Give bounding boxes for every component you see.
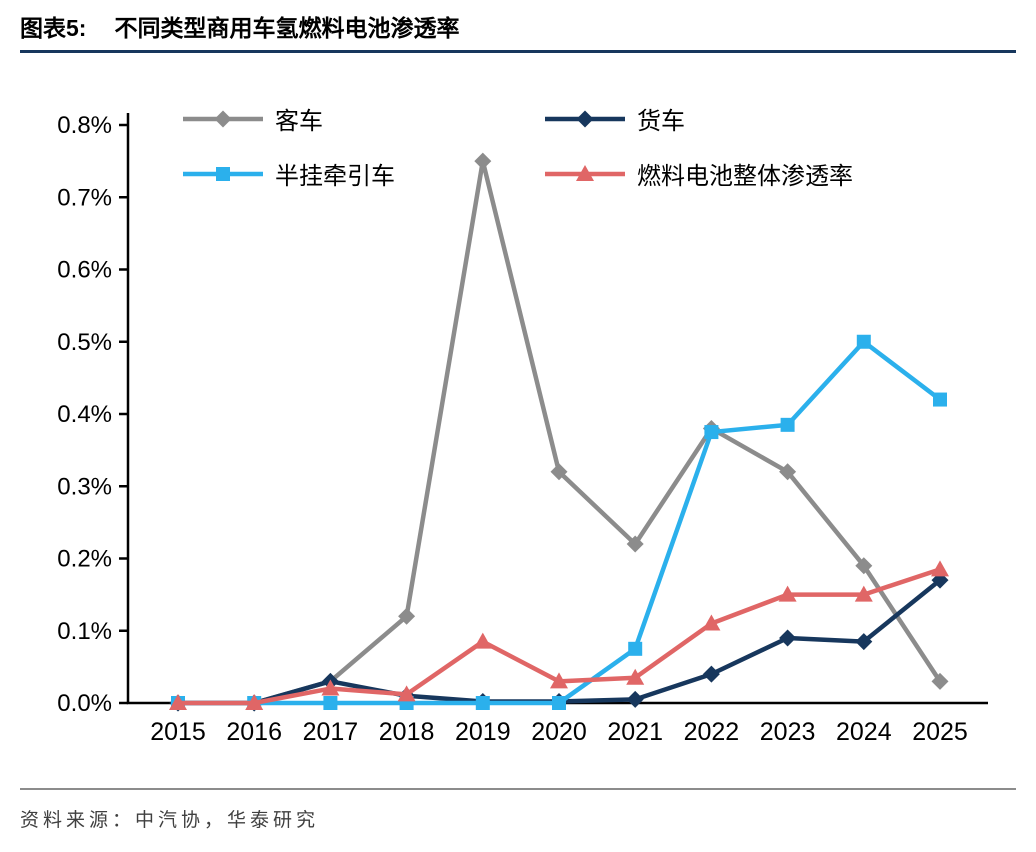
- square-marker-semi-trailer: [552, 696, 566, 710]
- square-marker-semi-trailer: [856, 334, 871, 349]
- chart-container: 0.0% 0.1% 0.2% 0.3% 0.4% 0.5% 0.6% 0.7% 0.8% 2015…: [0, 55, 1036, 767]
- x-tick-label: 2021: [607, 718, 663, 746]
- triangle-legend-marker-icon: [545, 164, 625, 181]
- x-tick-label: 2019: [455, 718, 511, 746]
- x-tick-label: 2020: [531, 718, 587, 746]
- legend-item-overall: 燃料电池整体渗透率: [545, 156, 853, 191]
- y-axis-labels: 0.0% 0.1% 0.2% 0.3% 0.4% 0.5% 0.6% 0.7% 0.8%: [57, 112, 112, 717]
- diamond-marker-truck: [702, 665, 720, 683]
- title-row: 图表5: 不同类型商用车氢燃料电池渗透率: [20, 13, 1016, 43]
- chart-header: 图表5: 不同类型商用车氢燃料电池渗透率: [0, 0, 1036, 53]
- x-tick-label: 2016: [226, 718, 282, 746]
- figure-number-label: 图表5:: [20, 15, 87, 41]
- diamond-legend-marker-icon: [183, 110, 263, 127]
- x-axis-labels: 2015 2016 2017 2018 2019 2020 2021 2022 2023 2024…: [150, 718, 968, 746]
- square-marker-semi-trailer: [475, 696, 490, 710]
- triangle-marker-overall: [397, 685, 416, 702]
- y-tick-label: 0.6%: [57, 257, 112, 284]
- x-tick-label: 2023: [760, 718, 816, 746]
- triangle-marker-overall: [473, 632, 492, 649]
- chart-canvas: 0.0% 0.1% 0.2% 0.3% 0.4% 0.5% 0.6% 0.7% 0.8% 2015…: [57, 112, 988, 746]
- chart-title: 不同类型商用车氢燃料电池渗透率: [114, 15, 460, 41]
- diamond-legend-marker-icon: [545, 110, 625, 127]
- diamond-marker-bus: [779, 463, 797, 481]
- y-tick-label: 0.3%: [57, 473, 112, 500]
- diamond-marker-bus: [626, 535, 644, 553]
- axes: [119, 113, 988, 705]
- x-tick-label: 2015: [150, 718, 206, 746]
- legend-item-bus: 客车: [183, 101, 545, 136]
- square-marker-semi-trailer: [704, 425, 719, 440]
- diamond-marker-bus: [550, 463, 568, 481]
- x-tick-label: 2025: [912, 718, 968, 746]
- y-tick-label: 0.8%: [57, 112, 112, 139]
- triangle-marker-overall: [626, 668, 645, 685]
- title-underline: [20, 50, 1016, 53]
- triangle-marker-overall: [550, 672, 568, 689]
- triangle-marker-overall: [702, 614, 721, 631]
- square-marker-semi-trailer: [933, 392, 947, 407]
- triangle-marker-overall: [321, 679, 340, 696]
- diamond-marker-bus: [474, 152, 492, 170]
- y-tick-label: 0.0%: [57, 690, 112, 717]
- y-tick-label: 0.5%: [57, 329, 112, 356]
- series-bus: [169, 152, 949, 712]
- diamond-marker-bus: [855, 557, 873, 575]
- square-marker-semi-trailer: [628, 641, 643, 656]
- diamond-marker-bus: [931, 672, 949, 690]
- legend-item-truck: 货车: [545, 101, 853, 136]
- series-line-bus: [178, 158, 942, 706]
- square-legend-marker-icon: [183, 166, 263, 181]
- diamond-marker-truck: [626, 690, 644, 708]
- legend-item-semi-trailer: 半挂牵引车: [183, 156, 545, 191]
- y-tick-label: 0.1%: [57, 618, 112, 645]
- y-tick-label: 0.7%: [57, 184, 112, 211]
- x-tick-label: 2018: [379, 718, 435, 746]
- y-tick-label: 0.4%: [57, 401, 112, 428]
- x-tick-label: 2017: [303, 718, 359, 746]
- series-line-semi-trailer: [178, 339, 942, 706]
- chart-legend: 客车 货车半挂牵引车 燃料电池整体渗透率: [183, 101, 853, 191]
- triangle-marker-overall: [778, 585, 797, 602]
- legend-label-bus: 客车: [275, 108, 323, 135]
- square-marker-semi-trailer: [780, 417, 795, 432]
- square-marker-semi-trailer: [323, 696, 338, 710]
- legend-label-truck: 货车: [637, 108, 685, 135]
- diamond-marker-truck: [855, 633, 873, 651]
- diamond-marker-bus: [398, 607, 416, 625]
- series-semi-trailer: [171, 334, 947, 710]
- source-text: 资料来源：中汽协，华泰研究: [20, 810, 320, 831]
- triangle-marker-overall: [169, 694, 187, 710]
- footer-divider: [20, 788, 1016, 790]
- triangle-marker-overall: [245, 694, 264, 710]
- series-overall: [169, 560, 949, 710]
- legend-label-overall: 燃料电池整体渗透率: [637, 163, 853, 190]
- legend-label-semi-trailer: 半挂牵引车: [275, 163, 395, 190]
- x-tick-label: 2024: [836, 718, 892, 746]
- x-tick-label: 2022: [684, 718, 740, 746]
- diamond-marker-truck: [779, 629, 797, 647]
- y-tick-label: 0.2%: [57, 546, 112, 573]
- triangle-marker-overall: [854, 585, 873, 602]
- footer: 资料来源：中汽协，华泰研究: [20, 788, 1016, 832]
- triangle-marker-overall: [931, 560, 949, 577]
